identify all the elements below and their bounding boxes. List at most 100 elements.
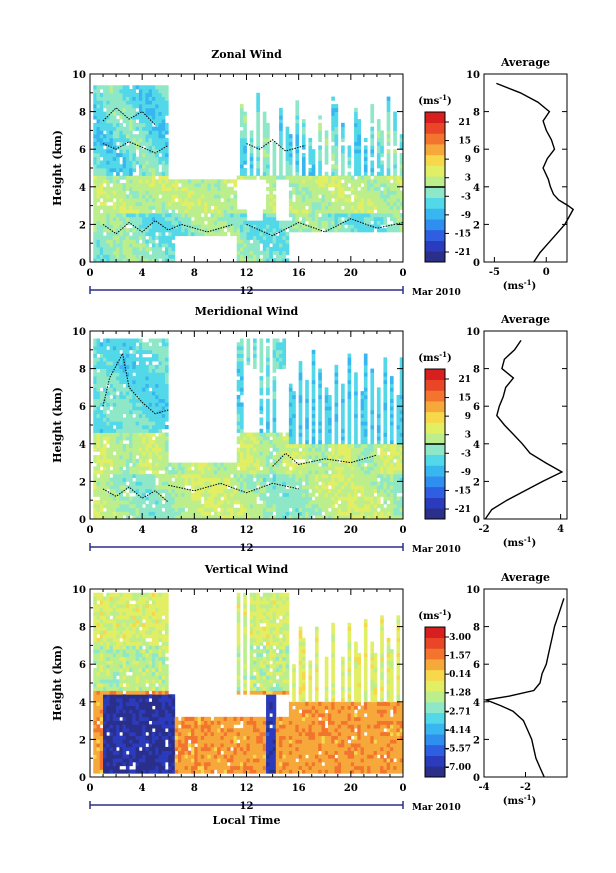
heatmap-cell [135,428,140,433]
heatmap-cell [262,515,267,519]
heatmap-cell [279,107,283,112]
heatmap-cell [373,224,378,229]
heatmap-cell [161,186,166,191]
heatmap-cell [354,156,358,161]
heatmap-cell [116,394,120,400]
heatmap-cell [285,175,290,180]
heatmap-cell [161,503,166,509]
heatmap-cell [93,156,97,161]
heatmap-cell [168,205,172,210]
heatmap-cell [249,134,254,139]
heatmap-cell [305,451,309,456]
heatmap-cell [266,179,270,184]
heatmap-cell [236,213,241,218]
heatmap-cell [298,209,303,214]
heatmap-cell [324,198,329,203]
heatmap-cell [376,224,381,229]
heatmap-cell [96,134,101,139]
heatmap-cell [99,376,104,381]
heatmap-cell [223,198,228,203]
heatmap-cell [347,500,352,505]
heatmap-cell [269,216,273,222]
heatmap-cell [96,462,101,467]
heatmap-cell [266,213,270,218]
heatmap-cell [161,455,166,460]
heatmap-cell [161,92,166,97]
heatmap-cell [119,481,123,486]
heatmap-cell [344,481,348,486]
heatmap-cell [174,201,179,206]
heatmap-cell [311,428,316,433]
heatmap-cell [262,115,267,120]
heatmap-cell [318,436,322,441]
heatmap-cell [308,507,313,512]
heatmap-cell [305,436,309,441]
heatmap-cell [106,436,110,441]
heatmap-cell [321,500,326,505]
heatmap-cell [142,376,146,381]
heatmap-cell [151,428,156,433]
heatmap-cell [246,357,251,362]
heatmap-cell [155,126,159,131]
heatmap-cell [357,224,362,229]
heatmap-cell [109,213,114,218]
heatmap-cell [210,186,215,191]
heatmap-cell [96,130,101,135]
heatmap-cell [99,383,104,388]
heatmap-cell [135,115,140,120]
heatmap-cell [171,209,176,214]
heatmap-cell [331,470,335,475]
heatmap-cell [334,152,339,158]
heatmap-cell [253,488,257,494]
heatmap-cell [279,447,283,452]
heatmap-cell [155,349,159,354]
heatmap-cell [341,149,345,154]
heatmap-cell [308,477,313,482]
heatmap-cell [119,168,123,173]
heatmap-cell [122,485,127,490]
heatmap-cell [158,231,163,237]
heatmap-cell [135,183,140,188]
heatmap-cell [272,413,277,418]
heatmap-cell [334,372,339,377]
heatmap-cell [367,224,371,229]
heatmap-cell [112,432,117,437]
heatmap-cell [288,391,293,396]
heatmap-cell [230,481,234,486]
heatmap-cell [321,488,326,494]
heatmap-cell [148,398,153,403]
heatmap-cell [151,183,156,188]
heatmap-cell [145,372,150,377]
heatmap-cell [125,338,130,343]
heatmap-cell [161,346,166,351]
heatmap-cell [324,216,329,222]
heatmap-cell [246,250,251,255]
heatmap-cell [318,402,322,407]
heatmap-cell [122,111,127,116]
heatmap-cell [308,145,313,150]
contour-line [246,218,403,237]
heatmap-cell [119,409,123,415]
heatmap-cell [106,107,110,112]
heatmap-cell [331,152,335,158]
heatmap-cell [288,387,293,392]
heatmap-cell [119,190,123,195]
heatmap-cell [103,258,107,262]
heatmap-cell [112,503,117,509]
heatmap-cell [151,398,156,403]
heatmap-cell [207,201,212,206]
heatmap-cell [142,126,146,131]
heatmap-cell [112,224,117,229]
heatmap-cell [116,216,120,222]
heatmap-cell [249,462,254,467]
heatmap-cell [109,107,114,112]
heatmap-cell [142,175,146,180]
heatmap-cell [233,462,238,467]
heatmap-cell [164,470,169,475]
heatmap-cell [275,503,280,509]
heatmap-cell [354,160,358,165]
heatmap-cell [318,130,322,135]
heatmap-cell [279,443,283,448]
heatmap-cell [399,194,403,199]
heatmap-cell [279,432,283,437]
